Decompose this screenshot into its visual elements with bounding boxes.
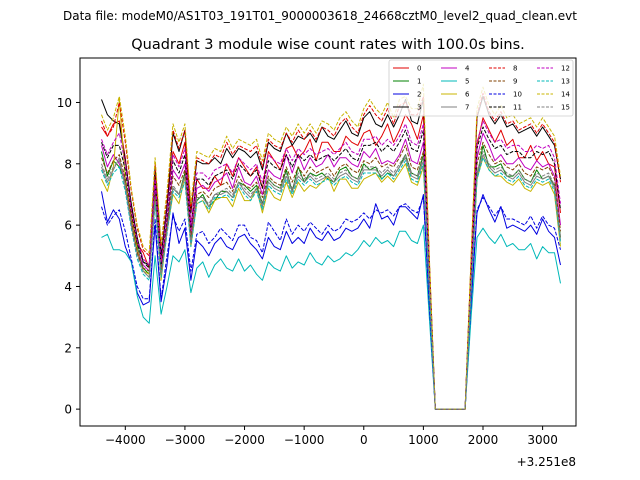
x-tick-label: 2000 [468,433,499,447]
legend-label-9: 9 [513,78,517,86]
legend-label-0: 0 [417,65,421,73]
x-tick-label: 0 [360,433,368,447]
x-tick-label: −3000 [165,433,206,447]
series-line-9 [101,141,561,410]
series-line-4 [101,132,561,410]
x-tick-label: −1000 [284,433,325,447]
tick-labels: −4000 −3000 −2000 −1000 0 1000 2000 3000 0 2 4 6 8 10 [57,96,558,447]
y-tick-label: 10 [57,96,72,110]
legend-label-13: 13 [561,78,570,86]
legend-label-6: 6 [465,91,470,99]
y-tick-label: 4 [64,280,72,294]
plot-area [101,83,561,410]
axes-frame [79,57,577,427]
legend-label-14: 14 [561,91,570,99]
legend-label-1: 1 [417,78,421,86]
legend-label-5: 5 [465,78,469,86]
y-tick-label: 8 [64,157,72,171]
legend-label-15: 15 [561,104,570,112]
series-line-14 [101,83,561,410]
tick-marks [76,101,544,430]
legend-box [388,59,574,117]
series-line-0 [101,114,561,410]
legend-label-3: 3 [417,104,421,112]
series-line-5 [101,224,561,410]
legend-label-4: 4 [465,65,470,73]
legend-label-12: 12 [561,65,570,73]
x-offset-label: +3.251e8 [517,455,576,469]
series-line-15 [101,151,561,410]
x-tick-label: −2000 [224,433,265,447]
series-line-2 [101,191,561,410]
legend-label-8: 8 [513,65,517,73]
legend-label-2: 2 [417,91,421,99]
series-line-10 [101,197,561,410]
x-tick-label: −4000 [105,433,146,447]
y-tick-label: 0 [64,403,72,417]
legend-label-10: 10 [513,91,522,99]
y-tick-label: 6 [64,219,72,233]
legend-label-7: 7 [465,104,469,112]
series-line-13 [101,157,561,410]
chart-suptitle: Data file: modeM0/AS1T03_191T01_90000036… [63,9,577,23]
x-tick-label: 1000 [408,433,439,447]
x-tick-label: 3000 [527,433,558,447]
y-tick-label: 2 [64,341,72,355]
chart-title: Quadrant 3 module wise count rates with … [131,37,525,53]
series-line-12 [101,120,561,410]
legend-label-11: 11 [513,104,522,112]
